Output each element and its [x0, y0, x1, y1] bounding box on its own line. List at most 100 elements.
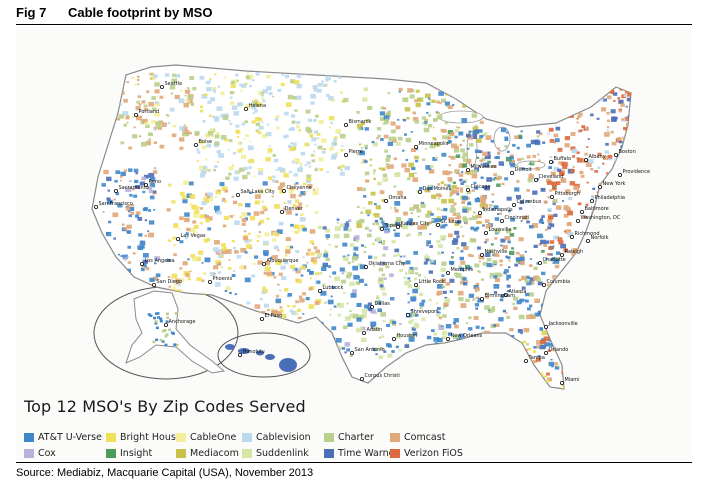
legend-label: Charter — [338, 432, 374, 443]
city-dot — [159, 85, 164, 90]
city-dot — [580, 209, 585, 214]
city-dot — [479, 252, 484, 257]
legend-item: Time Warner — [324, 447, 398, 460]
city-label: Pierre — [349, 149, 363, 155]
city-dot — [114, 188, 119, 193]
city-dot — [193, 143, 198, 148]
legend-label: Comcast — [404, 432, 446, 443]
city-label: Houston — [397, 333, 418, 339]
city-label: New Orleans — [451, 333, 483, 339]
city-label: Little Rock — [419, 279, 445, 285]
city-label: Jacksonville — [548, 321, 578, 327]
city-label: Albuquerque — [267, 258, 299, 264]
city-dot — [281, 188, 286, 193]
city-dot — [483, 230, 488, 235]
city-label: Anchorage — [169, 319, 196, 325]
city-label: Kansas City — [401, 221, 430, 227]
city-dot — [94, 204, 99, 209]
city-label: Los Angeles — [145, 258, 175, 264]
legend-swatch — [242, 433, 252, 442]
city-dot — [383, 198, 388, 203]
legend-swatch — [390, 433, 400, 442]
legend-swatch — [324, 433, 334, 442]
city-dot — [570, 234, 575, 239]
legend-label: Cox — [38, 448, 56, 459]
city-dot — [417, 189, 422, 194]
city-dot — [237, 352, 242, 357]
city-label: Columbus — [517, 199, 542, 205]
city-label: Oklahoma City — [369, 261, 406, 267]
city-label: Raleigh — [565, 249, 584, 255]
city-label: Baltimore — [585, 206, 609, 212]
legend-item: Cablevision — [242, 431, 311, 444]
city-dot — [379, 226, 384, 231]
legend-label: AT&T U-Verse — [38, 432, 102, 443]
legend-item: CableOne — [176, 431, 236, 444]
legend-item: Charter — [324, 431, 374, 444]
city-label: Seattle — [165, 81, 183, 87]
city-dot — [413, 282, 418, 287]
city-label: Albany — [589, 154, 606, 160]
city-label: Memphis — [451, 267, 474, 273]
legend-item: Cox — [24, 447, 56, 460]
city-dot — [499, 218, 504, 223]
city-dot — [259, 316, 264, 321]
city-label: Louisville — [489, 227, 512, 233]
city-label: Portland — [139, 109, 160, 115]
alaska-coverage — [147, 312, 179, 349]
city-dot — [261, 261, 266, 266]
city-dot — [544, 324, 549, 329]
city-dot — [586, 238, 591, 243]
legend-swatch — [390, 449, 400, 458]
city-label: Pittsburgh — [555, 191, 580, 197]
city-label: Chicago — [471, 184, 491, 190]
city-label: San Francisco — [99, 201, 133, 207]
city-label: Helena — [249, 103, 267, 109]
city-label: Richmond — [575, 231, 600, 237]
legend-item: AT&T U-Verse — [24, 431, 102, 444]
city-dot — [523, 358, 528, 363]
legend-label: Bright House — [120, 432, 182, 443]
city-label: Cheyenne — [287, 185, 312, 191]
legend-item: Suddenlink — [242, 447, 309, 460]
legend-label: CableOne — [190, 432, 237, 443]
city-label: Shreveport — [411, 309, 439, 315]
city-label: Sacramento — [119, 185, 149, 191]
source-note: Source: Mediabiz, Macquarie Capital (USA… — [16, 462, 692, 479]
city-label: Dallas — [375, 301, 391, 307]
legend-swatch — [176, 433, 186, 442]
city-dot — [413, 145, 418, 150]
alaska-outline — [125, 290, 226, 374]
city-dot — [317, 288, 322, 293]
city-dot — [151, 282, 156, 287]
city-dot — [343, 123, 348, 128]
city-dot — [511, 202, 516, 207]
city-label: San Antonio — [355, 347, 385, 353]
city-label: Phoenix — [213, 276, 233, 282]
city-dot — [550, 194, 555, 199]
city-dot — [509, 170, 514, 175]
city-label: Cincinnati — [505, 215, 530, 221]
city-dot — [343, 153, 348, 158]
city-label: Bismarck — [349, 119, 372, 125]
city-dot — [503, 292, 508, 297]
map-figure: Seattle Portland Helena Boise Bismarck Pierre… — [16, 27, 692, 460]
city-label: El Paso — [265, 313, 283, 319]
city-label: San Diego — [157, 279, 183, 285]
city-dot — [477, 210, 482, 215]
city-label: Indianapolis — [483, 207, 514, 213]
figure-title: Cable footprint by MSO — [68, 5, 213, 20]
hawaii-islands — [225, 344, 297, 372]
city-label: Denver — [285, 206, 304, 212]
city-dot — [614, 153, 619, 158]
city-label: Honolulu — [243, 349, 265, 355]
city-dot — [163, 322, 168, 327]
city-dot — [279, 209, 284, 214]
city-dot — [618, 172, 623, 177]
legend-label: Mediacom — [190, 448, 239, 459]
city-dot — [361, 330, 366, 335]
city-label: Salt Lake City — [241, 189, 275, 195]
legend-item: Bright House — [106, 431, 182, 444]
city-label: Des Moines — [423, 186, 452, 192]
city-label: Reno — [149, 179, 162, 185]
